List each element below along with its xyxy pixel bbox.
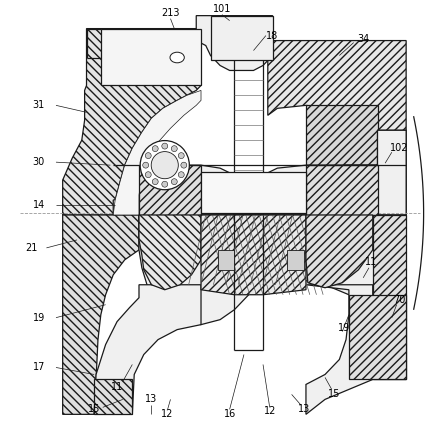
- Text: 16: 16: [223, 409, 236, 419]
- Polygon shape: [377, 130, 406, 210]
- Ellipse shape: [143, 162, 149, 168]
- Text: 70: 70: [393, 295, 406, 305]
- Polygon shape: [373, 215, 406, 380]
- Text: 30: 30: [33, 157, 45, 167]
- Polygon shape: [63, 215, 139, 414]
- Polygon shape: [306, 105, 377, 165]
- Ellipse shape: [178, 153, 184, 159]
- Polygon shape: [113, 130, 406, 215]
- Text: 13: 13: [298, 404, 310, 414]
- Polygon shape: [113, 91, 201, 215]
- Ellipse shape: [145, 153, 151, 159]
- Polygon shape: [306, 215, 373, 288]
- Text: 15: 15: [88, 404, 100, 414]
- Polygon shape: [94, 380, 132, 414]
- Text: 19: 19: [33, 313, 45, 323]
- Text: 19: 19: [338, 323, 350, 333]
- Text: 11: 11: [365, 257, 377, 267]
- Ellipse shape: [181, 162, 187, 168]
- Ellipse shape: [178, 172, 184, 178]
- Ellipse shape: [162, 143, 168, 149]
- Bar: [101, 28, 201, 85]
- Ellipse shape: [152, 178, 158, 184]
- Text: 213: 213: [161, 8, 180, 18]
- Text: 18: 18: [266, 31, 279, 40]
- Text: 14: 14: [33, 200, 45, 210]
- Polygon shape: [201, 215, 306, 295]
- Text: 31: 31: [33, 100, 45, 110]
- Polygon shape: [268, 40, 406, 165]
- Polygon shape: [196, 16, 273, 71]
- Polygon shape: [344, 165, 406, 215]
- Text: 11: 11: [111, 382, 123, 392]
- Text: 12: 12: [264, 406, 276, 416]
- Polygon shape: [63, 28, 201, 215]
- Polygon shape: [139, 165, 201, 215]
- Bar: [287, 250, 304, 270]
- Polygon shape: [139, 215, 406, 380]
- Polygon shape: [306, 165, 377, 215]
- Text: 13: 13: [145, 394, 158, 404]
- Ellipse shape: [152, 146, 158, 152]
- Text: 102: 102: [390, 143, 409, 153]
- Text: 21: 21: [25, 243, 37, 253]
- Text: 15: 15: [329, 389, 341, 400]
- Text: 34: 34: [357, 34, 369, 44]
- Ellipse shape: [140, 141, 189, 190]
- Ellipse shape: [171, 146, 177, 152]
- Text: 12: 12: [162, 409, 174, 419]
- Text: 17: 17: [32, 363, 45, 372]
- Polygon shape: [306, 285, 373, 414]
- Ellipse shape: [151, 152, 178, 178]
- Ellipse shape: [145, 172, 151, 178]
- Polygon shape: [94, 285, 201, 414]
- Bar: [218, 250, 234, 270]
- Ellipse shape: [162, 181, 168, 187]
- Ellipse shape: [171, 178, 177, 184]
- Polygon shape: [349, 295, 406, 380]
- Text: 101: 101: [213, 4, 231, 14]
- Ellipse shape: [170, 52, 184, 63]
- Polygon shape: [139, 215, 201, 290]
- Bar: [210, 16, 273, 60]
- Bar: [201, 172, 306, 213]
